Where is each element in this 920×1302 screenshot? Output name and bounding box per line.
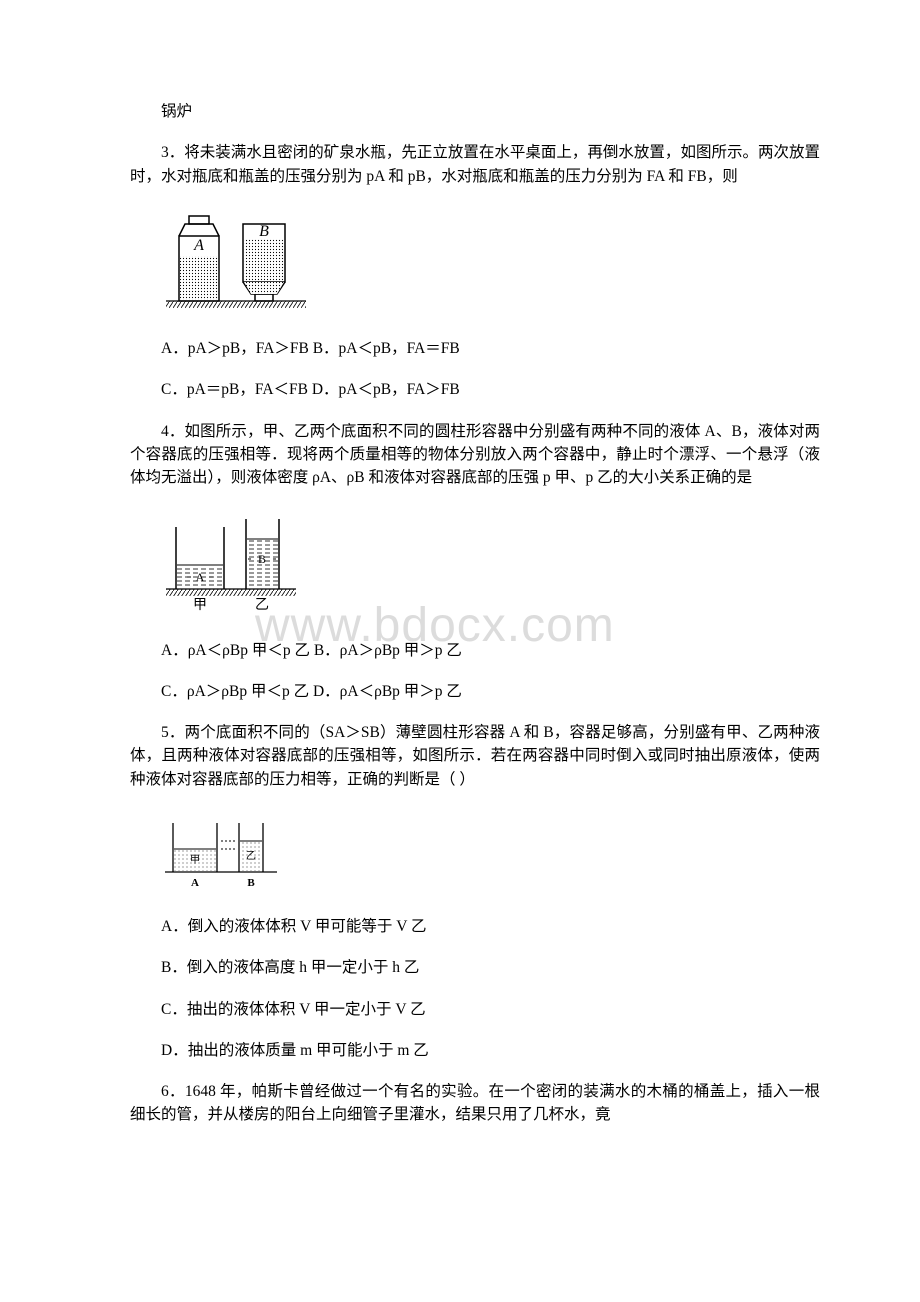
svg-text:B: B — [247, 877, 255, 889]
svg-text:甲: 甲 — [190, 855, 200, 866]
question-3-text: 3．将未装满水且密闭的矿泉水瓶，先正立放置在水平桌面上，再倒水放置，如图所示。两… — [130, 141, 820, 188]
svg-text:A: A — [191, 877, 199, 889]
question-4-text: 4．如图所示，甲、乙两个底面积不同的圆柱形容器中分别盛有两种不同的液体 A、B，… — [130, 420, 820, 490]
bottle-a-label: A — [193, 237, 204, 254]
svg-text:乙: 乙 — [255, 597, 269, 613]
para-boiler: 锅炉 — [130, 100, 820, 123]
q5-option-a: A．倒入的液体体积 V 甲可能等于 V 乙 — [130, 915, 820, 938]
q3-option-ab: A．pA＞pB，FA＞FB B．pA＜pB，FA＝FB — [130, 337, 820, 360]
q5-option-c: C．抽出的液体体积 V 甲一定小于 V 乙 — [130, 998, 820, 1021]
q3-option-cd: C．pA＝pB，FA＜FB D．pA＜pB，FA＞FB — [130, 378, 820, 401]
figure-cylinders-ab: A 甲 B 乙 — [161, 507, 820, 624]
question-5-text: 5．两个底面积不同的（SA＞SB）薄壁圆柱形容器 A 和 B，容器足够高，分别盛… — [130, 721, 820, 791]
svg-text:B: B — [258, 552, 266, 566]
q5-option-d: D．抽出的液体质量 m 甲可能小于 m 乙 — [130, 1039, 820, 1062]
svg-text:甲: 甲 — [193, 598, 207, 613]
q5-option-b: B．倒入的液体高度 h 甲一定小于 h 乙 — [130, 956, 820, 979]
bottle-b-label: B — [259, 223, 269, 240]
figure-cylinders-ab2: 甲 A 乙 B — [161, 809, 820, 901]
figure-bottles: A B — [161, 206, 820, 323]
svg-text:乙: 乙 — [246, 850, 256, 862]
q4-option-cd: C．ρA＞ρBp 甲＜p 乙 D．ρA＜ρBp 甲＞p 乙 — [130, 680, 820, 703]
q4-option-ab: A．ρA＜ρBp 甲＜p 乙 B．ρA＞ρBp 甲＞p 乙 — [130, 639, 820, 662]
question-6-text: 6．1648 年，帕斯卡曾经做过一个有名的实验。在一个密闭的装满水的木桶的桶盖上… — [130, 1080, 820, 1127]
document-content: 锅炉 3．将未装满水且密闭的矿泉水瓶，先正立放置在水平桌面上，再倒水放置，如图所… — [130, 100, 820, 1127]
svg-text:A: A — [196, 570, 205, 584]
